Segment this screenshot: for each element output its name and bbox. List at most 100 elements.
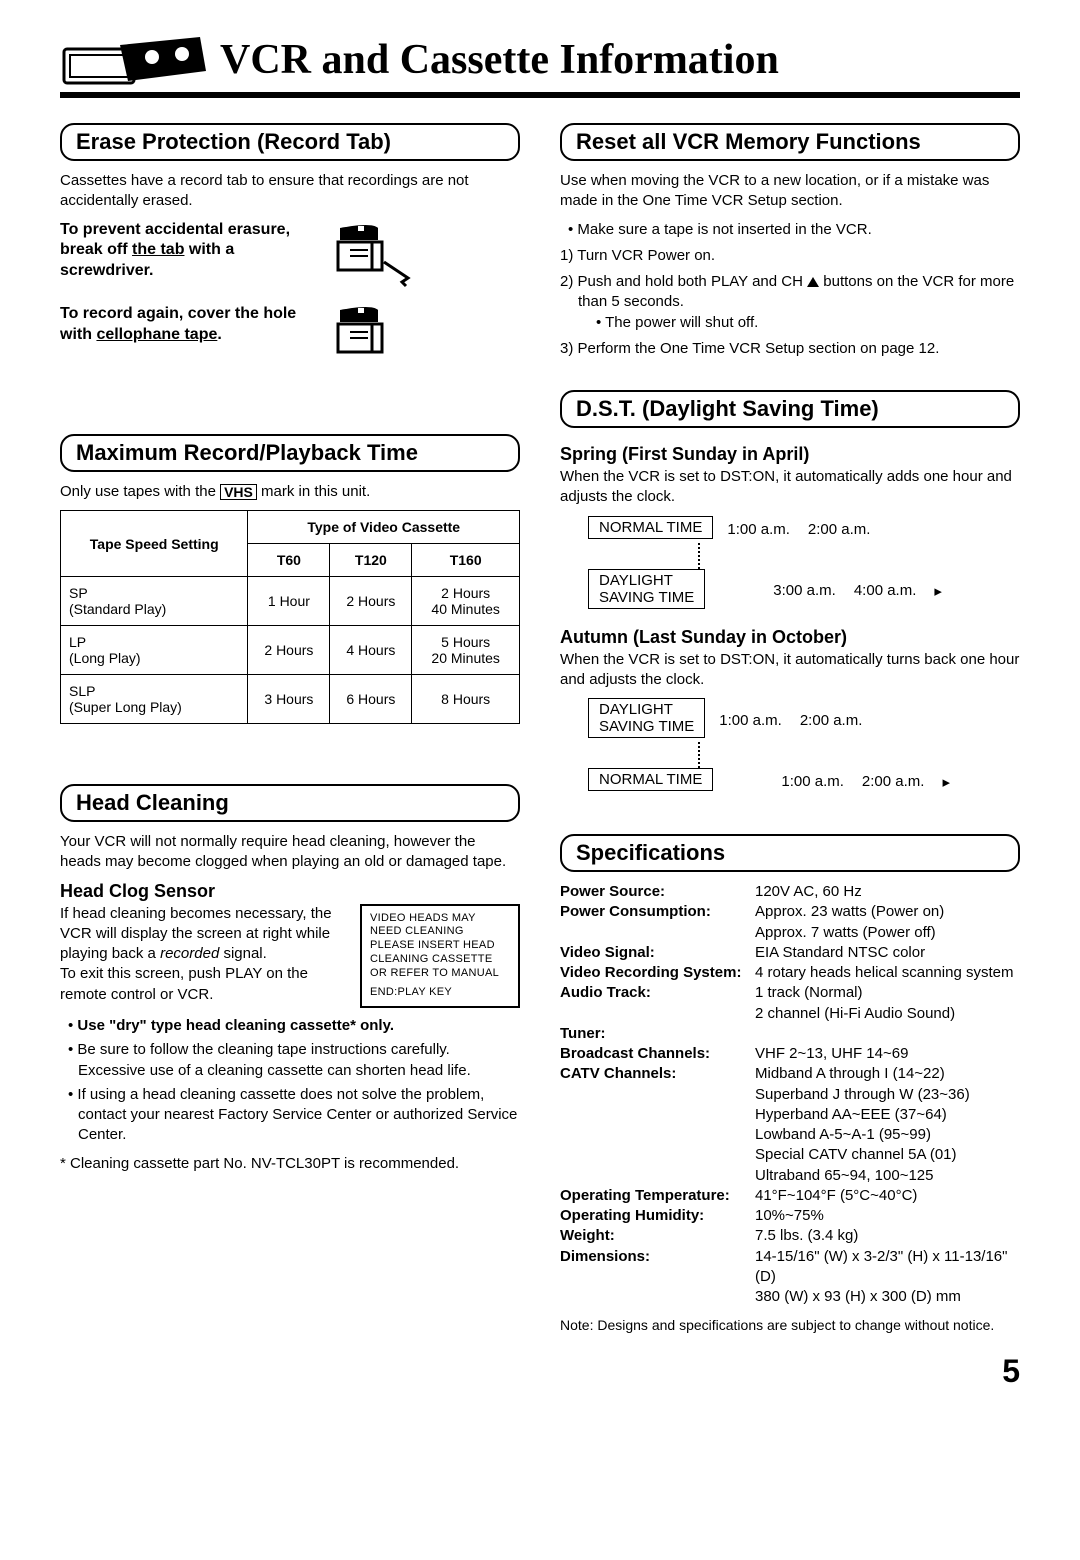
spec-row: Dimensions:14-15/16" (W) x 3-2/3" (H) x … <box>560 1247 1020 1308</box>
dst-normal-box: NORMAL TIME <box>588 768 713 791</box>
dst-spring-t: When the VCR is set to DST:ON, it automa… <box>560 467 1020 508</box>
maxtime-intro-1: Only use tapes with the <box>60 483 220 500</box>
table-row: LP (Long Play) 2 Hours 4 Hours 5 Hours 2… <box>61 626 520 675</box>
specs-note: Note: Designs and specifications are sub… <box>560 1317 1020 1333</box>
cell: 2 Hours <box>248 626 330 675</box>
reset-s2a: 2) Push and hold both PLAY and CH <box>560 273 807 290</box>
spec-value: 41°F~104°F (5°C~40°C) <box>755 1186 1020 1206</box>
cell: SLP (Super Long Play) <box>61 675 248 724</box>
dst-time: 1:00 a.m. <box>781 773 844 791</box>
th-t60: T60 <box>248 544 330 577</box>
reset-b1: Make sure a tape is not inserted in the … <box>568 220 1020 240</box>
spec-label: Power Source: <box>560 882 755 902</box>
cell: 5 Hours 20 Minutes <box>412 626 520 675</box>
dst-time: 2:00 a.m. <box>808 521 871 538</box>
specs-heading: Specifications <box>560 834 1020 872</box>
dst-normal-box: NORMAL TIME <box>588 516 713 539</box>
spec-value: 120V AC, 60 Hz <box>755 882 1020 902</box>
headclean-b2: Be sure to follow the cleaning tape inst… <box>68 1040 520 1081</box>
headclog-si: recorded <box>160 945 219 962</box>
spec-label: Audio Track: <box>560 983 755 1024</box>
cell: 3 Hours <box>248 675 330 724</box>
th-type: Type of Video Cassette <box>248 511 520 544</box>
spec-value: 7.5 lbs. (3.4 kg) <box>755 1226 1020 1246</box>
reset-s2sub: • The power will shut off. <box>578 313 1020 333</box>
cell: SP (Standard Play) <box>61 577 248 626</box>
spec-row: Video Signal:EIA Standard NTSC color <box>560 943 1020 963</box>
table-row: SP (Standard Play) 1 Hour 2 Hours 2 Hour… <box>61 577 520 626</box>
maxtime-heading: Maximum Record/Playback Time <box>60 434 520 472</box>
erase-record: To record again, cover the hole with cel… <box>60 304 310 346</box>
headclean-intro: Your VCR will not normally require head … <box>60 832 520 873</box>
cell: 1 Hour <box>248 577 330 626</box>
spec-label: CATV Channels: <box>560 1064 755 1186</box>
dst-time: 1:00 a.m. <box>719 712 782 729</box>
cassette-tape-icon <box>320 304 420 364</box>
headclog-screen: VIDEO HEADS MAY NEED CLEANING PLEASE INS… <box>360 904 520 1009</box>
spec-row: Power Source:120V AC, 60 Hz <box>560 882 1020 902</box>
headclean-note: * Cleaning cassette part No. NV-TCL30PT … <box>60 1154 520 1174</box>
spec-label: Tuner: <box>560 1024 755 1044</box>
spec-value: EIA Standard NTSC color <box>755 943 1020 963</box>
cell: 2 Hours <box>330 577 412 626</box>
headclog-s3: To exit this screen, push PLAY on the re… <box>60 965 308 1002</box>
headclean-b3: If using a head cleaning cassette does n… <box>68 1085 520 1146</box>
cell: 6 Hours <box>330 675 412 724</box>
th-setting: Tape Speed Setting <box>61 511 248 577</box>
dst-autumn-h: Autumn (Last Sunday in October) <box>560 627 1020 648</box>
spec-value: Midband A through I (14~22) Superband J … <box>755 1064 1020 1186</box>
right-column: Reset all VCR Memory Functions Use when … <box>560 123 1020 1333</box>
vcr-cassette-icon <box>60 30 210 90</box>
dst-time: 2:00 a.m. <box>862 773 925 791</box>
table-row: SLP (Super Long Play) 3 Hours 6 Hours 8 … <box>61 675 520 724</box>
spec-row: Power Consumption:Approx. 23 watts (Powe… <box>560 902 1020 943</box>
dst-time: 4:00 a.m. <box>854 582 917 600</box>
erase-heading: Erase Protection (Record Tab) <box>60 123 520 161</box>
headclean-heading: Head Cleaning <box>60 784 520 822</box>
headclean-b1: Use "dry" type head cleaning cassette* o… <box>68 1016 520 1036</box>
dst-spring-diagram: NORMAL TIME 1:00 a.m.2:00 a.m. DAYLIGHT … <box>588 516 1020 613</box>
spec-row: Weight:7.5 lbs. (3.4 kg) <box>560 1226 1020 1246</box>
spec-label: Dimensions: <box>560 1247 755 1308</box>
spec-value: 14-15/16" (W) x 3-2/3" (H) x 11-13/16" (… <box>755 1247 1020 1308</box>
page-title-row: VCR and Cassette Information <box>60 30 1020 98</box>
spec-row: Operating Temperature:41°F~104°F (5°C~40… <box>560 1186 1020 1206</box>
spec-value: Approx. 23 watts (Power on) Approx. 7 wa… <box>755 902 1020 943</box>
cell: 8 Hours <box>412 675 520 724</box>
cell: LP (Long Play) <box>61 626 248 675</box>
dst-autumn-diagram: DAYLIGHT SAVING TIME 1:00 a.m.2:00 a.m. … <box>588 698 1020 795</box>
headclog-text: If head cleaning becomes necessary, the … <box>60 904 348 1005</box>
specs-block: Power Source:120V AC, 60 HzPower Consump… <box>560 882 1020 1307</box>
spec-label: Power Consumption: <box>560 902 755 943</box>
dst-time: 3:00 a.m. <box>773 582 836 600</box>
left-column: Erase Protection (Record Tab) Cassettes … <box>60 123 520 1333</box>
reset-s2: 2) Push and hold both PLAY and CH button… <box>560 272 1020 333</box>
headclean-b1-text: Use "dry" type head cleaning cassette* o… <box>77 1017 394 1034</box>
erase-intro: Cassettes have a record tab to ensure th… <box>60 171 520 212</box>
dst-daylight-box: DAYLIGHT SAVING TIME <box>588 569 705 609</box>
erase-record-2: . <box>217 326 221 343</box>
erase-prevent-u: the tab <box>132 241 184 258</box>
spec-label: Video Recording System: <box>560 963 755 983</box>
spec-row: Audio Track:1 track (Normal) 2 channel (… <box>560 983 1020 1024</box>
spec-label: Operating Humidity: <box>560 1206 755 1226</box>
spec-row: Operating Humidity:10%~75% <box>560 1206 1020 1226</box>
erase-prevent: To prevent accidental erasure, break off… <box>60 220 310 282</box>
spec-value: 1 track (Normal) 2 channel (Hi-Fi Audio … <box>755 983 1020 1024</box>
headclog-box-1: VIDEO HEADS MAY NEED CLEANING PLEASE INS… <box>370 912 510 981</box>
dst-spring-h: Spring (First Sunday in April) <box>560 444 1020 465</box>
cassette-tab-icon <box>320 220 420 290</box>
spec-value: 4 rotary heads helical scanning system <box>755 963 1020 983</box>
spec-row: CATV Channels:Midband A through I (14~22… <box>560 1064 1020 1186</box>
spec-value: 10%~75% <box>755 1206 1020 1226</box>
headclog-s2: signal. <box>219 945 267 962</box>
reset-intro: Use when moving the VCR to a new locatio… <box>560 171 1020 212</box>
maxtime-intro-2: mark in this unit. <box>257 483 370 500</box>
reset-s1: 1) Turn VCR Power on. <box>560 246 1020 266</box>
triangle-up-icon <box>807 277 819 287</box>
spec-label: Operating Temperature: <box>560 1186 755 1206</box>
erase-record-u: cellophane tape <box>96 326 217 343</box>
spec-row: Video Recording System:4 rotary heads he… <box>560 963 1020 983</box>
spec-label: Video Signal: <box>560 943 755 963</box>
cell: 2 Hours 40 Minutes <box>412 577 520 626</box>
